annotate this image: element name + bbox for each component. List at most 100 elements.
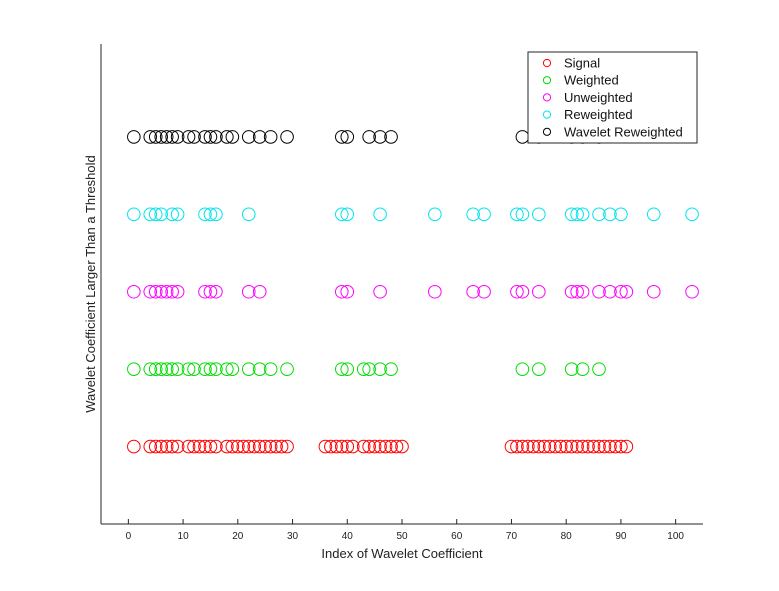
data-point (685, 284, 699, 299)
data-point (263, 362, 278, 376)
data-point (329, 439, 344, 454)
data-point (181, 130, 196, 144)
data-point (510, 439, 524, 454)
x-tick-label: 50 (396, 531, 408, 542)
data-point (592, 284, 606, 299)
data-point (148, 362, 163, 376)
data-point (154, 439, 168, 454)
data-point (154, 207, 168, 222)
data-point (575, 439, 590, 454)
data-point (532, 284, 546, 299)
data-point (143, 439, 158, 454)
legend-marker (542, 58, 552, 68)
data-point (324, 439, 338, 454)
x-tick-label: 20 (232, 531, 244, 542)
data-point (148, 207, 163, 222)
data-point (521, 439, 535, 454)
data-point (537, 439, 552, 454)
data-point (252, 284, 267, 299)
legend-marker (542, 93, 552, 102)
data-point (170, 439, 185, 454)
data-point (192, 439, 207, 454)
data-point (143, 207, 158, 222)
series-unweighted (127, 284, 699, 299)
x-tick-label: 60 (451, 531, 463, 542)
data-point (148, 130, 163, 144)
data-point (220, 439, 234, 454)
data-point (564, 439, 579, 454)
x-tick-label: 80 (561, 531, 573, 542)
data-point (384, 130, 398, 144)
data-point (241, 207, 256, 222)
data-point (575, 207, 590, 222)
data-point (154, 130, 168, 144)
data-point (203, 362, 218, 376)
data-point (181, 362, 196, 376)
data-point (362, 130, 376, 144)
data-point (203, 207, 218, 222)
data-point (143, 362, 158, 376)
data-point (187, 362, 201, 376)
legend: Signal Weighted Unweighted Reweighted Wavele… (527, 51, 698, 144)
data-point (203, 439, 218, 454)
data-point (280, 439, 294, 454)
data-point (608, 439, 623, 454)
data-point (515, 284, 530, 299)
data-point (378, 439, 393, 454)
data-point (603, 207, 617, 222)
data-point (198, 439, 212, 454)
data-point (335, 130, 349, 144)
data-point (181, 439, 196, 454)
data-point (685, 207, 699, 222)
data-point (362, 362, 376, 376)
data-point (203, 284, 218, 299)
data-point (269, 439, 283, 454)
data-point (165, 362, 179, 376)
data-point (466, 207, 480, 222)
data-point (614, 439, 628, 454)
data-point (559, 439, 573, 454)
data-point (592, 439, 606, 454)
data-point (564, 362, 579, 376)
data-point (515, 362, 530, 376)
data-point (603, 284, 617, 299)
data-point (148, 284, 163, 299)
data-point (209, 284, 223, 299)
data-point (340, 362, 355, 376)
data-point (159, 284, 174, 299)
data-point (143, 130, 158, 144)
data-point (477, 284, 491, 299)
data-markers (127, 130, 699, 454)
data-point (241, 130, 256, 144)
data-point (614, 284, 628, 299)
data-point (236, 439, 251, 454)
data-point (373, 284, 387, 299)
data-point (510, 284, 524, 299)
data-point (373, 362, 387, 376)
data-point (154, 284, 168, 299)
data-point (646, 207, 661, 222)
data-point (428, 207, 442, 222)
x-tick-label: 40 (342, 531, 354, 542)
data-point (274, 439, 289, 454)
data-point (220, 362, 234, 376)
data-point (187, 439, 201, 454)
x-tick-label: 0 (126, 531, 132, 542)
data-point (241, 284, 256, 299)
data-point (340, 130, 355, 144)
data-point (340, 284, 355, 299)
data-point (198, 130, 212, 144)
data-point (165, 284, 179, 299)
data-point (209, 207, 223, 222)
data-point (592, 362, 606, 376)
data-point (127, 439, 141, 454)
data-point (127, 207, 141, 222)
data-point (252, 130, 267, 144)
data-point (198, 362, 212, 376)
data-point (367, 439, 382, 454)
data-point (373, 439, 387, 454)
data-point (263, 439, 278, 454)
data-point (154, 362, 168, 376)
data-point (263, 130, 278, 144)
data-point (466, 284, 480, 299)
